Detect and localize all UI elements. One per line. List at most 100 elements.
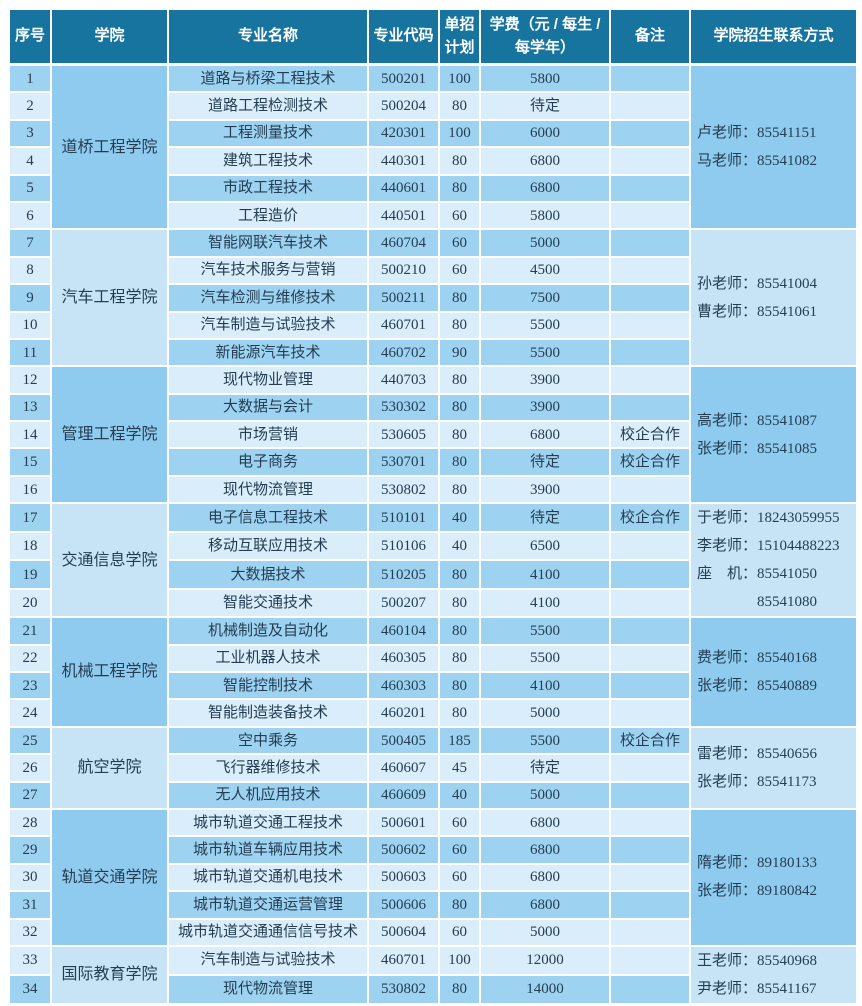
cell-code: 460305 xyxy=(367,643,440,674)
contact-line: 张老师：85541085 xyxy=(697,440,818,457)
cell-plan: 90 xyxy=(438,337,481,368)
cell-no: 8 xyxy=(8,255,52,286)
cell-major: 城市轨道交通运营管理 xyxy=(167,890,369,920)
column-header: 单招计划 xyxy=(438,8,481,66)
table-row: 8 汽车技术服务与营销 500210 60 4500 xyxy=(8,255,857,286)
cell-contact: 卢老师：85541151 马老师：85541082 xyxy=(689,63,858,231)
cell-note xyxy=(609,753,691,783)
cell-no: 26 xyxy=(8,753,52,783)
cell-plan: 40 xyxy=(438,530,481,562)
cell-note xyxy=(609,118,691,149)
cell-plan: 60 xyxy=(438,917,481,947)
cell-plan: 80 xyxy=(438,392,481,423)
cell-major: 新能源汽车技术 xyxy=(167,337,369,368)
cell-major: 城市轨道交通机电技术 xyxy=(167,862,369,893)
cell-no: 22 xyxy=(8,643,52,674)
cell-college: 国际教育学院 xyxy=(50,944,169,1005)
cell-major: 城市轨道车辆应用技术 xyxy=(167,835,369,865)
cell-fee: 待定 xyxy=(479,91,611,121)
cell-plan: 80 xyxy=(438,973,481,1005)
cell-no: 6 xyxy=(8,200,52,231)
table-row: 7 汽车工程学院 智能网联汽车技术 460704 60 5000 孙老师：85541004 曹… xyxy=(8,228,858,368)
cell-no: 19 xyxy=(8,559,52,590)
contact-line: 85541080 xyxy=(697,594,818,611)
table-row: 25 航空学院 空中乘务 500405 185 5500 校企合作 雷老师：85540656 张… xyxy=(8,725,858,810)
cell-major: 工程测量技术 xyxy=(167,118,369,149)
cell-note: 校企合作 xyxy=(609,420,691,450)
cell-plan: 80 xyxy=(438,474,481,505)
table-row: 11 新能源汽车技术 460702 90 5500 xyxy=(8,337,857,368)
cell-no: 28 xyxy=(8,807,52,838)
cell-fee: 5500 xyxy=(479,616,611,646)
cell-plan: 80 xyxy=(438,447,481,477)
cell-note xyxy=(609,973,691,1005)
cell-fee: 7500 xyxy=(479,283,611,313)
column-header: 学费（元 / 每生 / 每学年） xyxy=(479,8,611,66)
cell-no: 15 xyxy=(8,447,52,477)
cell-no: 27 xyxy=(8,780,52,810)
cell-no: 33 xyxy=(8,944,52,976)
contact-line: 费老师：85540168 xyxy=(697,650,818,667)
cell-code: 460704 xyxy=(367,228,440,258)
cell-plan: 185 xyxy=(438,725,481,756)
column-header: 备注 xyxy=(609,8,691,66)
cell-note xyxy=(609,698,691,728)
contact-line: 曹老师：85541061 xyxy=(697,303,818,320)
cell-plan: 40 xyxy=(438,780,481,810)
table-row: 19 大数据技术 510205 80 4100 xyxy=(8,559,857,590)
cell-code: 500602 xyxy=(367,835,440,865)
cell-code: 500606 xyxy=(367,890,440,920)
column-header: 学院 xyxy=(50,8,169,66)
table-row: 16 现代物流管理 530802 80 3900 xyxy=(8,474,857,505)
cell-no: 5 xyxy=(8,173,52,203)
cell-no: 16 xyxy=(8,474,52,505)
cell-major: 飞行器维修技术 xyxy=(167,753,369,783)
contact-line: 隋老师：89180133 xyxy=(697,855,818,872)
cell-contact: 隋老师：89180133 张老师：89180842 xyxy=(689,807,858,947)
cell-code: 530605 xyxy=(367,420,440,450)
cell-note xyxy=(609,255,691,286)
cell-fee: 4500 xyxy=(479,255,611,286)
cell-college: 管理工程学院 xyxy=(50,365,169,505)
table-row: 30 城市轨道交通机电技术 500603 60 6800 xyxy=(8,862,857,893)
cell-college: 交通信息学院 xyxy=(50,502,169,619)
cell-note xyxy=(609,337,691,368)
table-body: 1 道桥工程学院 道路与桥梁工程技术 500201 100 5800 卢老师：8554115… xyxy=(8,63,858,1005)
cell-no: 29 xyxy=(8,835,52,865)
cell-college: 机械工程学院 xyxy=(50,616,169,728)
column-header: 专业代码 xyxy=(367,8,440,66)
cell-note xyxy=(609,200,691,231)
cell-note xyxy=(609,944,691,976)
cell-no: 13 xyxy=(8,392,52,423)
cell-plan: 100 xyxy=(438,63,481,94)
cell-major: 市场营销 xyxy=(167,420,369,450)
cell-fee: 待定 xyxy=(479,502,611,533)
cell-contact: 高老师：85541087 张老师：85541085 xyxy=(689,365,858,505)
cell-no: 1 xyxy=(8,63,52,94)
cell-contact: 孙老师：85541004 曹老师：85541061 xyxy=(689,228,858,368)
cell-code: 500405 xyxy=(367,725,440,756)
table-row: 9 汽车检测与维修技术 500211 80 7500 xyxy=(8,283,857,313)
table-row: 1 道桥工程学院 道路与桥梁工程技术 500201 100 5800 卢老师：8554115… xyxy=(8,63,858,231)
cell-note: 校企合作 xyxy=(609,725,691,756)
cell-code: 510205 xyxy=(367,559,440,590)
cell-major: 建筑工程技术 xyxy=(167,146,369,176)
cell-plan: 80 xyxy=(438,420,481,450)
cell-no: 7 xyxy=(8,228,52,258)
cell-plan: 60 xyxy=(438,835,481,865)
cell-fee: 3900 xyxy=(479,365,611,395)
cell-plan: 80 xyxy=(438,173,481,203)
cell-major: 工业机器人技术 xyxy=(167,643,369,674)
cell-note xyxy=(609,474,691,505)
table-row: 12 管理工程学院 现代物业管理 440703 80 3900 高老师：85541087 张老… xyxy=(8,365,858,505)
cell-no: 23 xyxy=(8,671,52,701)
table-row: 31 城市轨道交通运营管理 500606 80 6800 xyxy=(8,890,857,920)
table-row: 21 机械工程学院 机械制造及自动化 460104 80 5500 费老师：85540168… xyxy=(8,616,858,728)
cell-code: 460702 xyxy=(367,337,440,368)
cell-note xyxy=(609,392,691,423)
cell-plan: 45 xyxy=(438,753,481,783)
cell-note xyxy=(609,559,691,590)
table-row: 29 城市轨道车辆应用技术 500602 60 6800 xyxy=(8,835,857,865)
cell-plan: 80 xyxy=(438,91,481,121)
